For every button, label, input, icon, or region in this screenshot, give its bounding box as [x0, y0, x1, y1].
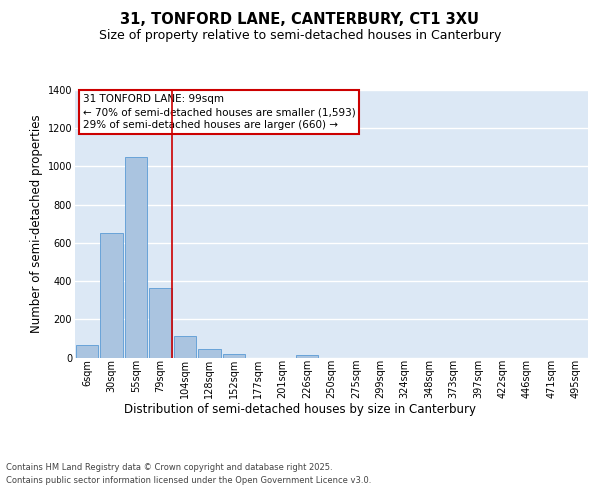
- Text: Distribution of semi-detached houses by size in Canterbury: Distribution of semi-detached houses by …: [124, 402, 476, 415]
- Bar: [173, 336, 196, 357]
- Bar: [223, 354, 245, 358]
- Bar: [100, 234, 123, 358]
- Y-axis label: Number of semi-detached properties: Number of semi-detached properties: [31, 114, 43, 333]
- Bar: [296, 354, 319, 358]
- Bar: [149, 288, 172, 358]
- Text: Contains HM Land Registry data © Crown copyright and database right 2025.: Contains HM Land Registry data © Crown c…: [6, 462, 332, 471]
- Bar: [125, 157, 148, 358]
- Text: Contains public sector information licensed under the Open Government Licence v3: Contains public sector information licen…: [6, 476, 371, 485]
- Text: 31 TONFORD LANE: 99sqm
← 70% of semi-detached houses are smaller (1,593)
29% of : 31 TONFORD LANE: 99sqm ← 70% of semi-det…: [83, 94, 355, 130]
- Text: Size of property relative to semi-detached houses in Canterbury: Size of property relative to semi-detach…: [99, 29, 501, 42]
- Bar: [76, 345, 98, 358]
- Bar: [198, 349, 221, 358]
- Text: 31, TONFORD LANE, CANTERBURY, CT1 3XU: 31, TONFORD LANE, CANTERBURY, CT1 3XU: [121, 12, 479, 28]
